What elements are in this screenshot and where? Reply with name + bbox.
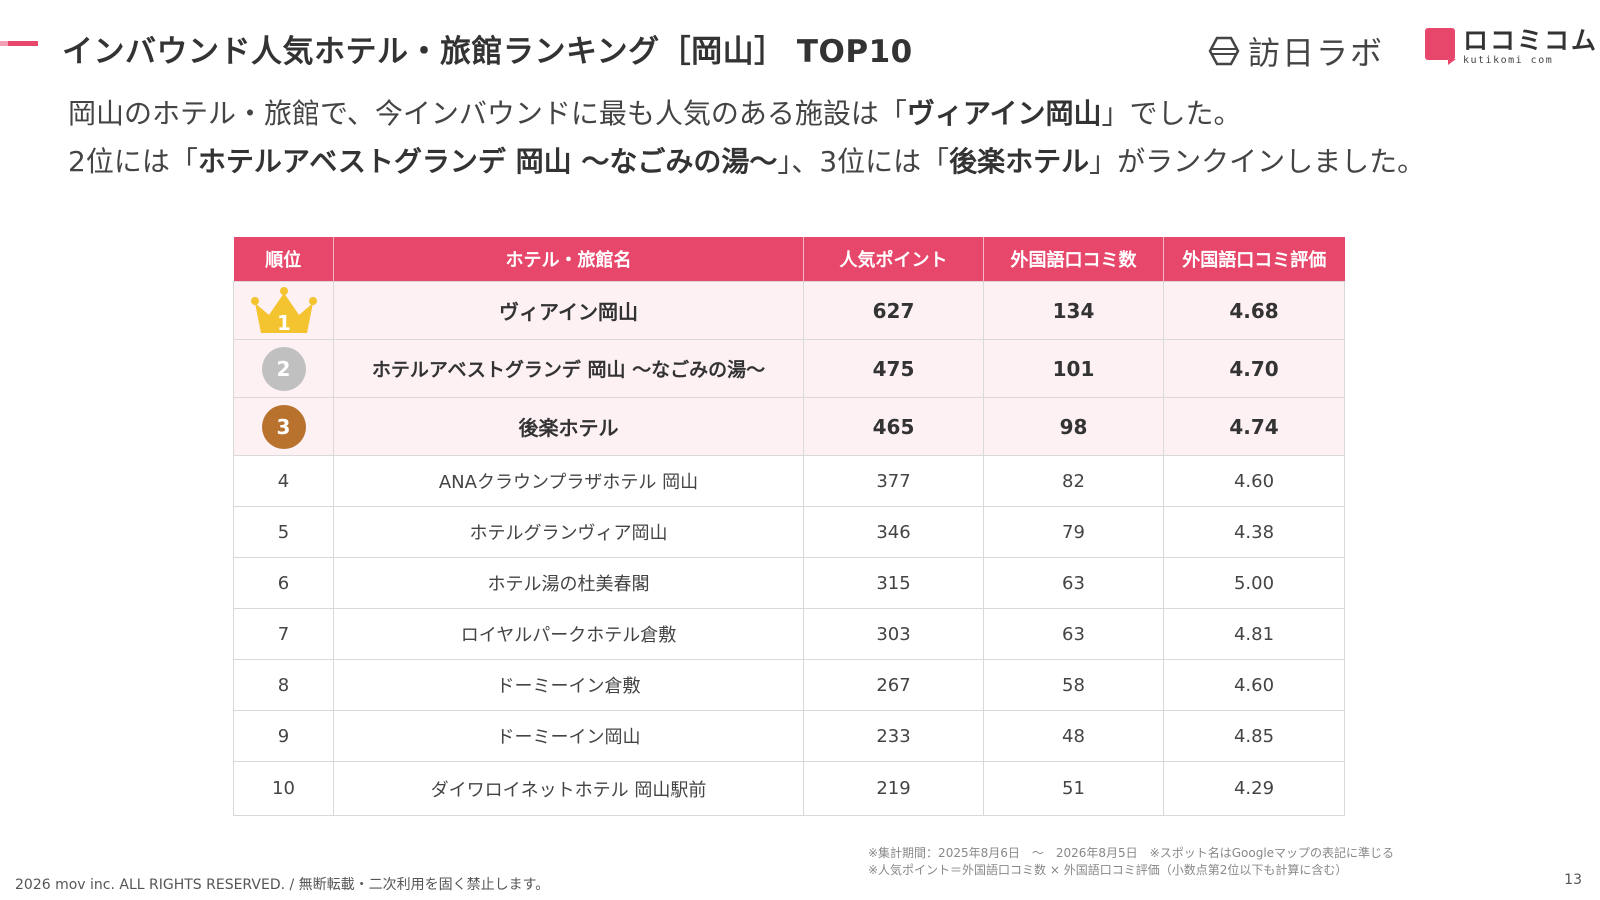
intro-text: 岡山のホテル・旅館で、今インバウンドに最も人気のある施設は「	[68, 97, 907, 130]
silver-medal-icon: 2	[261, 346, 306, 391]
table-row: 4 ANAクラウンプラザホテル 岡山 377 82 4.60	[233, 455, 1345, 507]
rank-cell: 6	[233, 557, 334, 609]
hotel-name: ヴィアイン岡山	[333, 281, 804, 340]
header-name: ホテル・旅館名	[333, 237, 804, 282]
table-row: 10 ダイワロイネットホテル 岡山駅前 219 51 4.29	[233, 761, 1345, 816]
rank-cell: 2	[233, 339, 334, 398]
footnotes: ※集計期間：2025年8月6日 ～ 2026年8月5日 ※スポット名はGoogl…	[868, 845, 1394, 879]
intro-line-1: 岡山のホテル・旅館で、今インバウンドに最も人気のある施設は「ヴィアイン岡山」でし…	[68, 90, 1538, 138]
points-cell: 475	[803, 339, 984, 398]
review-rating-cell: 4.60	[1163, 455, 1345, 507]
table-header-row: 順位 ホテル・旅館名 人気ポイント 外国語口コミ数 外国語口コミ評価	[233, 237, 1345, 282]
hotel-name: ドーミーイン倉敷	[333, 659, 804, 711]
houni-labo-icon	[1208, 36, 1240, 66]
intro-highlight-rank2: ホテルアベストグランデ 岡山 ～なごみの湯～	[197, 145, 778, 178]
table-row: 5 ホテルグランヴィア岡山 346 79 4.38	[233, 506, 1345, 558]
header-rank: 順位	[233, 237, 334, 282]
points-cell: 233	[803, 710, 984, 762]
kuchikomi-bubble-icon	[1425, 28, 1456, 65]
hotel-name: ドーミーイン岡山	[333, 710, 804, 762]
rank-cell: 7	[233, 608, 334, 660]
table-row: 9 ドーミーイン岡山 233 48 4.85	[233, 710, 1345, 762]
table-row: 3 後楽ホテル 465 98 4.74	[233, 397, 1345, 456]
houni-labo-logo: 訪日ラボ	[1208, 28, 1384, 74]
intro-text: 」、3位には「	[777, 145, 950, 178]
rank-cell: 1	[233, 281, 334, 340]
page-number: 13	[1564, 872, 1582, 888]
review-count-cell: 134	[983, 281, 1164, 340]
header-review-count: 外国語口コミ数	[983, 237, 1164, 282]
review-rating-cell: 4.70	[1163, 339, 1345, 398]
intro-line-2: 2位には「ホテルアベストグランデ 岡山 ～なごみの湯～」、3位には「後楽ホテル」…	[68, 138, 1538, 186]
review-count-cell: 48	[983, 710, 1164, 762]
rank-cell: 9	[233, 710, 334, 762]
hotel-name: 後楽ホテル	[333, 397, 804, 456]
page-title: インバウンド人気ホテル・旅館ランキング［岡山］ TOP10	[62, 34, 913, 70]
hotel-name: ホテルグランヴィア岡山	[333, 506, 804, 558]
points-cell: 377	[803, 455, 984, 507]
table-row: 6 ホテル湯の杜美春閣 315 63 5.00	[233, 557, 1345, 609]
review-count-cell: 79	[983, 506, 1164, 558]
header-points: 人気ポイント	[803, 237, 984, 282]
kuchikomi-logo: ロコミコム kutikomi com	[1425, 28, 1598, 66]
review-rating-cell: 4.85	[1163, 710, 1345, 762]
ranking-table: 順位 ホテル・旅館名 人気ポイント 外国語口コミ数 外国語口コミ評価 1 ヴィア…	[233, 237, 1345, 816]
review-rating-cell: 4.38	[1163, 506, 1345, 558]
review-count-cell: 58	[983, 659, 1164, 711]
table-row: 8 ドーミーイン倉敷 267 58 4.60	[233, 659, 1345, 711]
review-count-cell: 51	[983, 761, 1164, 816]
hotel-name: ロイヤルパークホテル倉敷	[333, 608, 804, 660]
crown-icon: 1	[250, 286, 317, 335]
copyright-notice: 2026 mov inc. ALL RIGHTS RESERVED. / 無断転…	[15, 877, 550, 893]
table-row: 2 ホテルアベストグランデ 岡山 ～なごみの湯～ 475 101 4.70	[233, 339, 1345, 398]
intro-text: 」でした。	[1101, 97, 1242, 130]
points-cell: 346	[803, 506, 984, 558]
review-rating-cell: 5.00	[1163, 557, 1345, 609]
points-cell: 465	[803, 397, 984, 456]
footnote-formula: ※人気ポイント＝外国語口コミ数 × 外国語口コミ評価（小数点第2位以下も計算に含…	[868, 863, 1348, 877]
hotel-name: ホテルアベストグランデ 岡山 ～なごみの湯～	[333, 339, 804, 398]
hotel-name: ホテル湯の杜美春閣	[333, 557, 804, 609]
intro-highlight-rank1: ヴィアイン岡山	[906, 97, 1102, 130]
rank-number: 1	[277, 311, 291, 335]
intro-text: 2位には「	[68, 145, 198, 178]
hotel-name: ダイワロイネットホテル 岡山駅前	[333, 761, 804, 816]
kuchikomi-text: ロコミコム	[1463, 26, 1599, 55]
table-row: 7 ロイヤルパークホテル倉敷 303 63 4.81	[233, 608, 1345, 660]
rank-cell: 5	[233, 506, 334, 558]
points-cell: 267	[803, 659, 984, 711]
review-count-cell: 98	[983, 397, 1164, 456]
review-count-cell: 101	[983, 339, 1164, 398]
footnote-period: ※集計期間：2025年8月6日 ～ 2026年8月5日 ※スポット名はGoogl…	[868, 846, 1395, 860]
review-count-cell: 63	[983, 557, 1164, 609]
kuchikomi-subtext: kutikomi com	[1463, 55, 1554, 66]
points-cell: 303	[803, 608, 984, 660]
rank-cell: 4	[233, 455, 334, 507]
review-rating-cell: 4.29	[1163, 761, 1345, 816]
review-count-cell: 63	[983, 608, 1164, 660]
houni-labo-text: 訪日ラボ	[1248, 34, 1385, 72]
points-cell: 627	[803, 281, 984, 340]
review-rating-cell: 4.68	[1163, 281, 1345, 340]
rank-cell: 10	[233, 761, 334, 816]
review-count-cell: 82	[983, 455, 1164, 507]
review-rating-cell: 4.60	[1163, 659, 1345, 711]
points-cell: 315	[803, 557, 984, 609]
header-review-rating: 外国語口コミ評価	[1163, 237, 1345, 282]
points-cell: 219	[803, 761, 984, 816]
intro-highlight-rank3: 後楽ホテル	[949, 145, 1090, 178]
table-row: 1 ヴィアイン岡山 627 134 4.68	[233, 281, 1345, 340]
review-rating-cell: 4.74	[1163, 397, 1345, 456]
intro-paragraph: 岡山のホテル・旅館で、今インバウンドに最も人気のある施設は「ヴィアイン岡山」でし…	[68, 90, 1538, 186]
hotel-name: ANAクラウンプラザホテル 岡山	[333, 455, 804, 507]
rank-cell: 3	[233, 397, 334, 456]
review-rating-cell: 4.81	[1163, 608, 1345, 660]
intro-text: 」がランクインしました。	[1089, 145, 1426, 178]
rank-cell: 8	[233, 659, 334, 711]
bronze-medal-icon: 3	[261, 404, 306, 449]
title-accent-bar	[0, 41, 38, 46]
